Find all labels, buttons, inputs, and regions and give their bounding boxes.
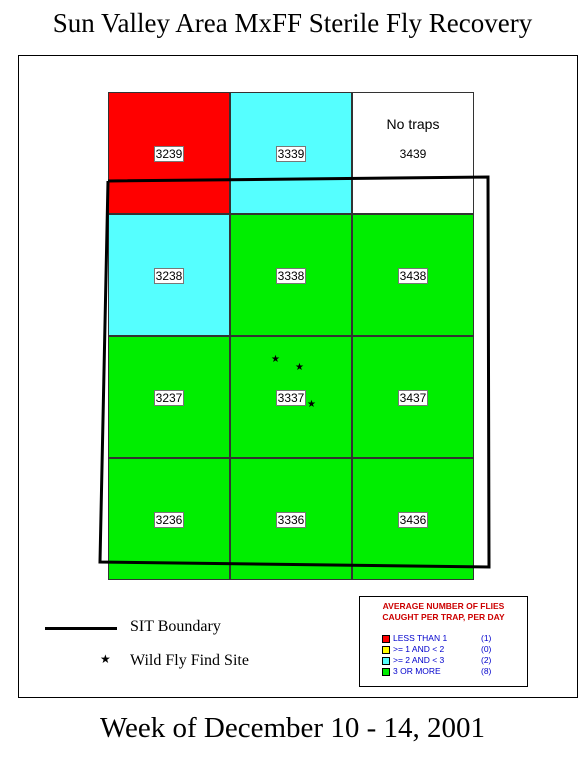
wild-fly-star-icon: ★: [307, 399, 316, 410]
grid-cell-id: 3337: [275, 390, 307, 406]
grid-cell-id: 3237: [153, 390, 185, 406]
legend-swatch: [382, 657, 390, 665]
map-frame: [18, 55, 578, 698]
legend-label: LESS THAN 1: [393, 633, 448, 643]
grid-cell-3338: 3338: [230, 214, 352, 336]
legend-label: 3 OR MORE: [393, 666, 441, 676]
grid-cell-3337: 3337: [230, 336, 352, 458]
grid-cell-3336: 3336: [230, 458, 352, 580]
star-icon: ★: [100, 652, 111, 666]
legend-swatch: [382, 668, 390, 676]
legend-label: >= 1 AND < 2: [393, 644, 445, 654]
legend-swatch: [382, 646, 390, 654]
sit-boundary-legend-line: [45, 627, 117, 630]
map-title: Sun Valley Area MxFF Sterile Fly Recover…: [52, 8, 533, 38]
legend-row: 3 OR MORE (8): [382, 666, 491, 677]
week-subtitle: Week of December 10 - 14, 2001: [99, 712, 485, 744]
legend-count: (2): [481, 655, 492, 665]
grid-cell-id: 3339: [275, 146, 307, 162]
grid-cell-id: 3336: [275, 512, 307, 528]
grid-cell-id: 3239: [153, 146, 185, 162]
grid-cell-3436: 3436: [352, 458, 474, 580]
legend-count: (0): [481, 644, 492, 654]
grid-cell-3238: 3238: [108, 214, 230, 336]
grid-cell-3439: No traps 3439: [352, 92, 474, 214]
wild-fly-legend-label: Wild Fly Find Site: [130, 652, 249, 669]
wild-fly-star-icon: ★: [295, 362, 304, 373]
legend-count: (8): [481, 666, 492, 676]
wild-fly-star-icon: ★: [271, 354, 280, 365]
grid-cell-id: 3438: [397, 268, 429, 284]
grid-cell-id: 3238: [153, 268, 185, 284]
legend-label: >= 2 AND < 3: [393, 655, 445, 665]
sit-boundary: [98, 175, 491, 569]
grid-cell-id: 3236: [153, 512, 185, 528]
legend-swatch: [382, 635, 390, 643]
grid-cell-id: 3338: [275, 268, 307, 284]
grid-cell-3438: 3438: [352, 214, 474, 336]
legend-row: LESS THAN 1 (1): [382, 633, 491, 644]
legend-row: >= 2 AND < 3 (2): [382, 655, 491, 666]
no-traps-label: No traps: [386, 116, 440, 132]
grid-cell-3237: 3237: [108, 336, 230, 458]
grid-cell-3339: 3339: [230, 92, 352, 214]
grid-cell-id: 3436: [397, 512, 429, 528]
grid-cell-3437: 3437: [352, 336, 474, 458]
legend-count: (1): [481, 633, 492, 643]
sit-boundary-legend-label: SIT Boundary: [130, 618, 221, 635]
legend-title-line-2: CAUGHT PER TRAP, PER DAY: [382, 612, 505, 622]
legend-title-line-1: AVERAGE NUMBER OF FLIES: [382, 601, 505, 611]
legend-row: >= 1 AND < 2 (0): [382, 644, 491, 655]
grid-cell-id: 3437: [397, 390, 429, 406]
grid-cell-3236: 3236: [108, 458, 230, 580]
grid-cell-3239: 3239: [108, 92, 230, 214]
grid-cell-id: 3439: [399, 147, 427, 161]
fly-count-legend: AVERAGE NUMBER OF FLIES CAUGHT PER TRAP,…: [359, 596, 528, 687]
